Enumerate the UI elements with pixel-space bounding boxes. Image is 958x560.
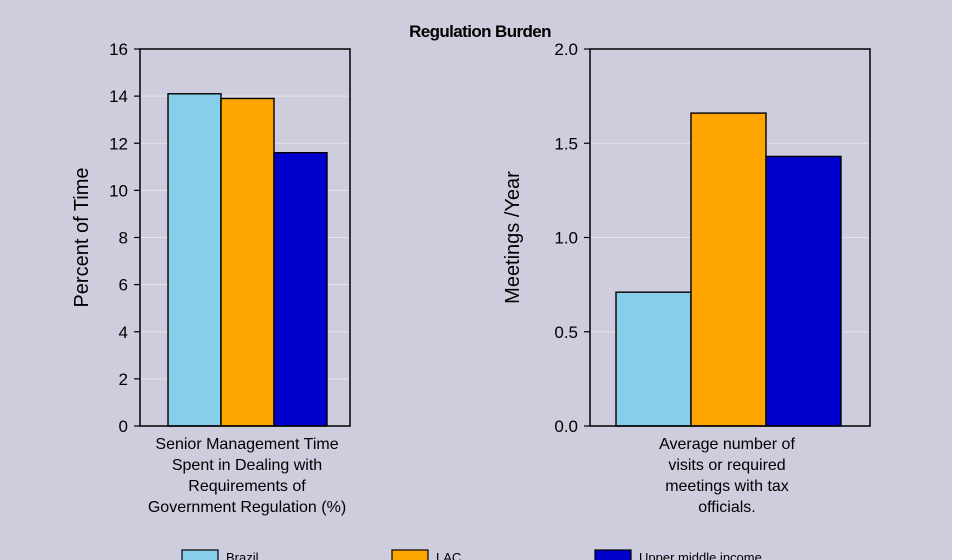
bar-1-upper-middle-income — [765, 155, 842, 427]
category-label-0-line-2: Requirements of — [188, 478, 306, 495]
y-axis-label-1: Meetings /Year — [502, 171, 524, 304]
legend-swatch-upper-middle-income — [594, 549, 632, 560]
bar-1-brazil — [615, 291, 692, 427]
chart-title: Regulation Burden — [409, 22, 551, 41]
bar-0-lac — [220, 97, 275, 427]
y-tick-label-1-1: 0.5 — [554, 323, 578, 342]
y-tick-label-0-2: 4 — [119, 323, 128, 342]
y-axis-label-0: Percent of Time — [71, 167, 93, 307]
y-tick-label-0-5: 10 — [109, 181, 128, 200]
legend-label-lac: LAC — [436, 550, 461, 560]
legend-swatch-brazil — [181, 549, 219, 560]
bar-1-lac — [690, 112, 767, 427]
category-label-1-line-2: meetings with tax — [665, 478, 789, 495]
category-label-1-line-0: Average number of — [659, 436, 795, 453]
y-tick-label-1-2: 1.0 — [554, 229, 578, 248]
legend-label-brazil: Brazil — [226, 550, 259, 560]
page-margin — [952, 0, 958, 560]
y-tick-label-0-3: 6 — [119, 276, 128, 295]
y-tick-label-0-7: 14 — [109, 87, 128, 106]
y-tick-label-1-3: 1.5 — [554, 134, 578, 153]
y-tick-label-1-4: 2.0 — [554, 40, 578, 59]
legend-swatch-lac — [391, 549, 429, 560]
y-tick-label-0-0: 0 — [119, 417, 128, 436]
category-label-0-line-3: Government Regulation (%) — [148, 499, 346, 516]
y-tick-label-0-4: 8 — [119, 229, 128, 248]
category-label-1-line-1: visits or required — [668, 457, 785, 474]
y-tick-label-1-0: 0.0 — [554, 417, 578, 436]
bar-0-upper-middle-income — [273, 151, 328, 427]
y-tick-label-0-8: 16 — [109, 40, 128, 59]
y-tick-label-0-1: 2 — [119, 370, 128, 389]
category-label-0-line-0: Senior Management Time — [155, 436, 338, 453]
category-label-0-line-1: Spent in Dealing with — [172, 457, 322, 474]
y-tick-label-0-6: 12 — [109, 134, 128, 153]
legend-label-upper-middle-income: Upper middle income — [639, 550, 762, 560]
category-label-1-line-3: officials. — [698, 499, 756, 516]
bar-0-brazil — [167, 93, 222, 427]
